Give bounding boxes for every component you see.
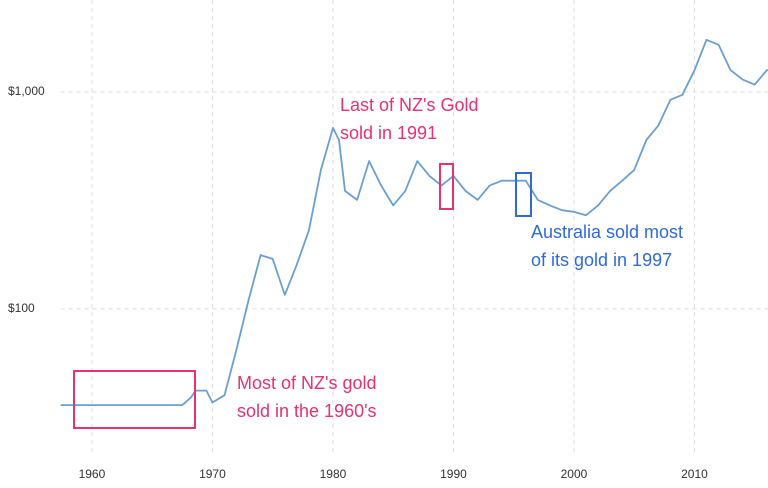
y-tick-label: $100: [8, 301, 35, 315]
highlight-box: [439, 163, 454, 210]
annotation: Last of NZ's Gold: [340, 95, 479, 115]
annotation: sold in the 1960's: [237, 401, 377, 421]
x-tick-label: 2000: [561, 467, 588, 481]
highlight-box: [515, 172, 532, 217]
annotation: of its gold in 1997: [531, 250, 672, 270]
y-tick-label: $1,000: [8, 84, 45, 98]
annotation: sold in 1991: [340, 123, 437, 143]
x-tick-label: 1970: [199, 467, 226, 481]
annotation: Most of NZ's gold: [237, 373, 376, 393]
data-line: [60, 38, 768, 406]
x-tick-label: 2010: [681, 467, 708, 481]
x-tick-label: 1960: [79, 467, 106, 481]
x-tick-label: 1980: [320, 467, 347, 481]
x-tick-label: 1990: [440, 467, 467, 481]
plot: 1960 1970 1980 1990 2000 2010 $100 $1,000 Most o…: [8, 0, 768, 481]
annotation: Australia sold most: [531, 222, 683, 242]
highlight-box: [73, 370, 196, 429]
